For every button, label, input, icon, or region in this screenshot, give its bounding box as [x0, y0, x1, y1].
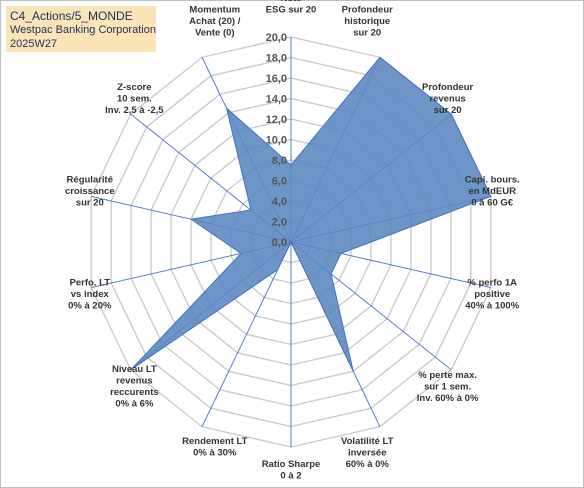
- axis-label-line: Z-score: [117, 82, 151, 93]
- axis-label-line: inversée: [348, 448, 387, 459]
- axis-label-line: Niveau LT: [112, 364, 157, 375]
- axis-label: Momentum Achat (20) / Vente (0): [189, 5, 241, 39]
- axis-label-line: Capi. bours.: [465, 175, 520, 186]
- axis-label-line: Perfo. LT: [70, 277, 111, 288]
- tick-label: 14,0: [266, 94, 287, 106]
- axis-label: Volatilité LT inversée 60% à 0%: [341, 436, 394, 470]
- tick-layer: 0,0 2,0 4,0 6,0 8,0 10,0 12,0 14,0 16,0 18,0 20,0: [266, 32, 287, 249]
- axis-label-line: croissance: [65, 186, 115, 197]
- axis-label: Profondeur historique sur 20: [342, 5, 393, 39]
- data-layer: [130, 56, 492, 372]
- info-box: C4_Actions/5_MONDE Westpac Banking Corpo…: [6, 6, 156, 52]
- tick-label: 18,0: [266, 53, 287, 65]
- axis-label: Perfo. LT vs index 0% à 20%: [68, 277, 112, 311]
- axis-label-line: sur 20: [76, 198, 104, 209]
- axis-label-line: Inv. 60% à 0%: [417, 393, 479, 404]
- axis-label-line: Note: [280, 0, 301, 4]
- axis-label-line: 0% à 30%: [193, 448, 237, 459]
- axis-label-line: Ratio Sharpe: [262, 459, 321, 470]
- axis-label-line: Vente (0): [195, 28, 235, 39]
- tick-label: 0,0: [272, 237, 287, 249]
- axis-label-line: Régularité: [67, 175, 113, 186]
- axis-label-line: 10 sem.: [117, 93, 152, 104]
- axis-label-line: 60% à 0%: [346, 459, 390, 470]
- axis-label: Régularité croissance sur 20: [65, 175, 115, 209]
- axis-label-line: sur 20: [434, 105, 462, 116]
- tick-label: 10,0: [266, 135, 287, 147]
- week-label: 2025W27: [10, 38, 58, 50]
- tick-label: 12,0: [266, 114, 287, 126]
- axis-label-line: sur 20: [353, 28, 381, 39]
- axis-label-line: Inv. 2,5 à -2,5: [105, 105, 164, 116]
- tick-label: 4,0: [272, 196, 287, 208]
- axis-label-line: 0 à 60 G€: [471, 198, 513, 209]
- axis-label: Profondeur revenus sur 20: [422, 82, 473, 116]
- axis-label: Niveau LT revenus reccurents 0% à 6%: [110, 364, 159, 410]
- axis-label-line: Volatilité LT: [341, 436, 394, 447]
- axis-label-line: % perte max.: [418, 370, 477, 381]
- axis-label-line: sur 1 sem.: [424, 381, 471, 392]
- axis-label-line: vs index: [71, 289, 110, 300]
- axis-label-line: ESG sur 20: [266, 5, 317, 16]
- axis-label-line: 0 à 2: [280, 471, 301, 482]
- axis-label: Ratio Sharpe 0 à 2: [262, 459, 321, 482]
- tick-label: 16,0: [266, 73, 287, 85]
- axis-label: Z-score 10 sem. Inv. 2,5 à -2,5: [105, 82, 164, 116]
- axis-label: % perfo 1A positive 40% à 100%: [465, 277, 519, 311]
- axis-label-line: Profondeur: [342, 5, 393, 16]
- market-label: C4_Actions/5_MONDE: [10, 9, 133, 23]
- axis-label-line: Achat (20) /: [189, 16, 241, 27]
- axis-label-line: revenus: [116, 376, 152, 387]
- tick-label: 6,0: [272, 176, 287, 188]
- axis-label-line: 0% à 6%: [115, 399, 154, 410]
- axis-label-line: positive: [474, 289, 510, 300]
- axis-spoke: [201, 241, 292, 427]
- axis-label-line: Rendement LT: [182, 436, 247, 447]
- axis-label-line: historique: [344, 16, 390, 27]
- axis-label: Capi. bours. en MdEUR 0 à 60 G€: [465, 175, 520, 209]
- axis-label-line: revenus: [429, 93, 465, 104]
- axis-label-line: 40% à 100%: [465, 300, 519, 311]
- axis-label: % perte max. sur 1 sem. Inv. 60% à 0%: [417, 370, 479, 404]
- axis-label-line: Momentum: [189, 5, 240, 16]
- axis-label-line: % perfo 1A: [467, 277, 517, 288]
- axis-label: Rendement LT 0% à 30%: [182, 436, 247, 459]
- axis-label: NoteESG sur 20: [266, 0, 317, 16]
- data-series-area: [130, 56, 492, 372]
- tick-label: 2,0: [272, 217, 287, 229]
- tick-label: 8,0: [272, 155, 287, 167]
- company-name: Westpac Banking Corporation: [10, 24, 156, 36]
- axis-label-line: reccurents: [110, 387, 159, 398]
- axis-label-line: Profondeur: [422, 82, 473, 93]
- tick-label: 20,0: [266, 32, 287, 44]
- axis-label-line: 0% à 20%: [68, 300, 112, 311]
- axis-label-line: en MdEUR: [468, 186, 516, 197]
